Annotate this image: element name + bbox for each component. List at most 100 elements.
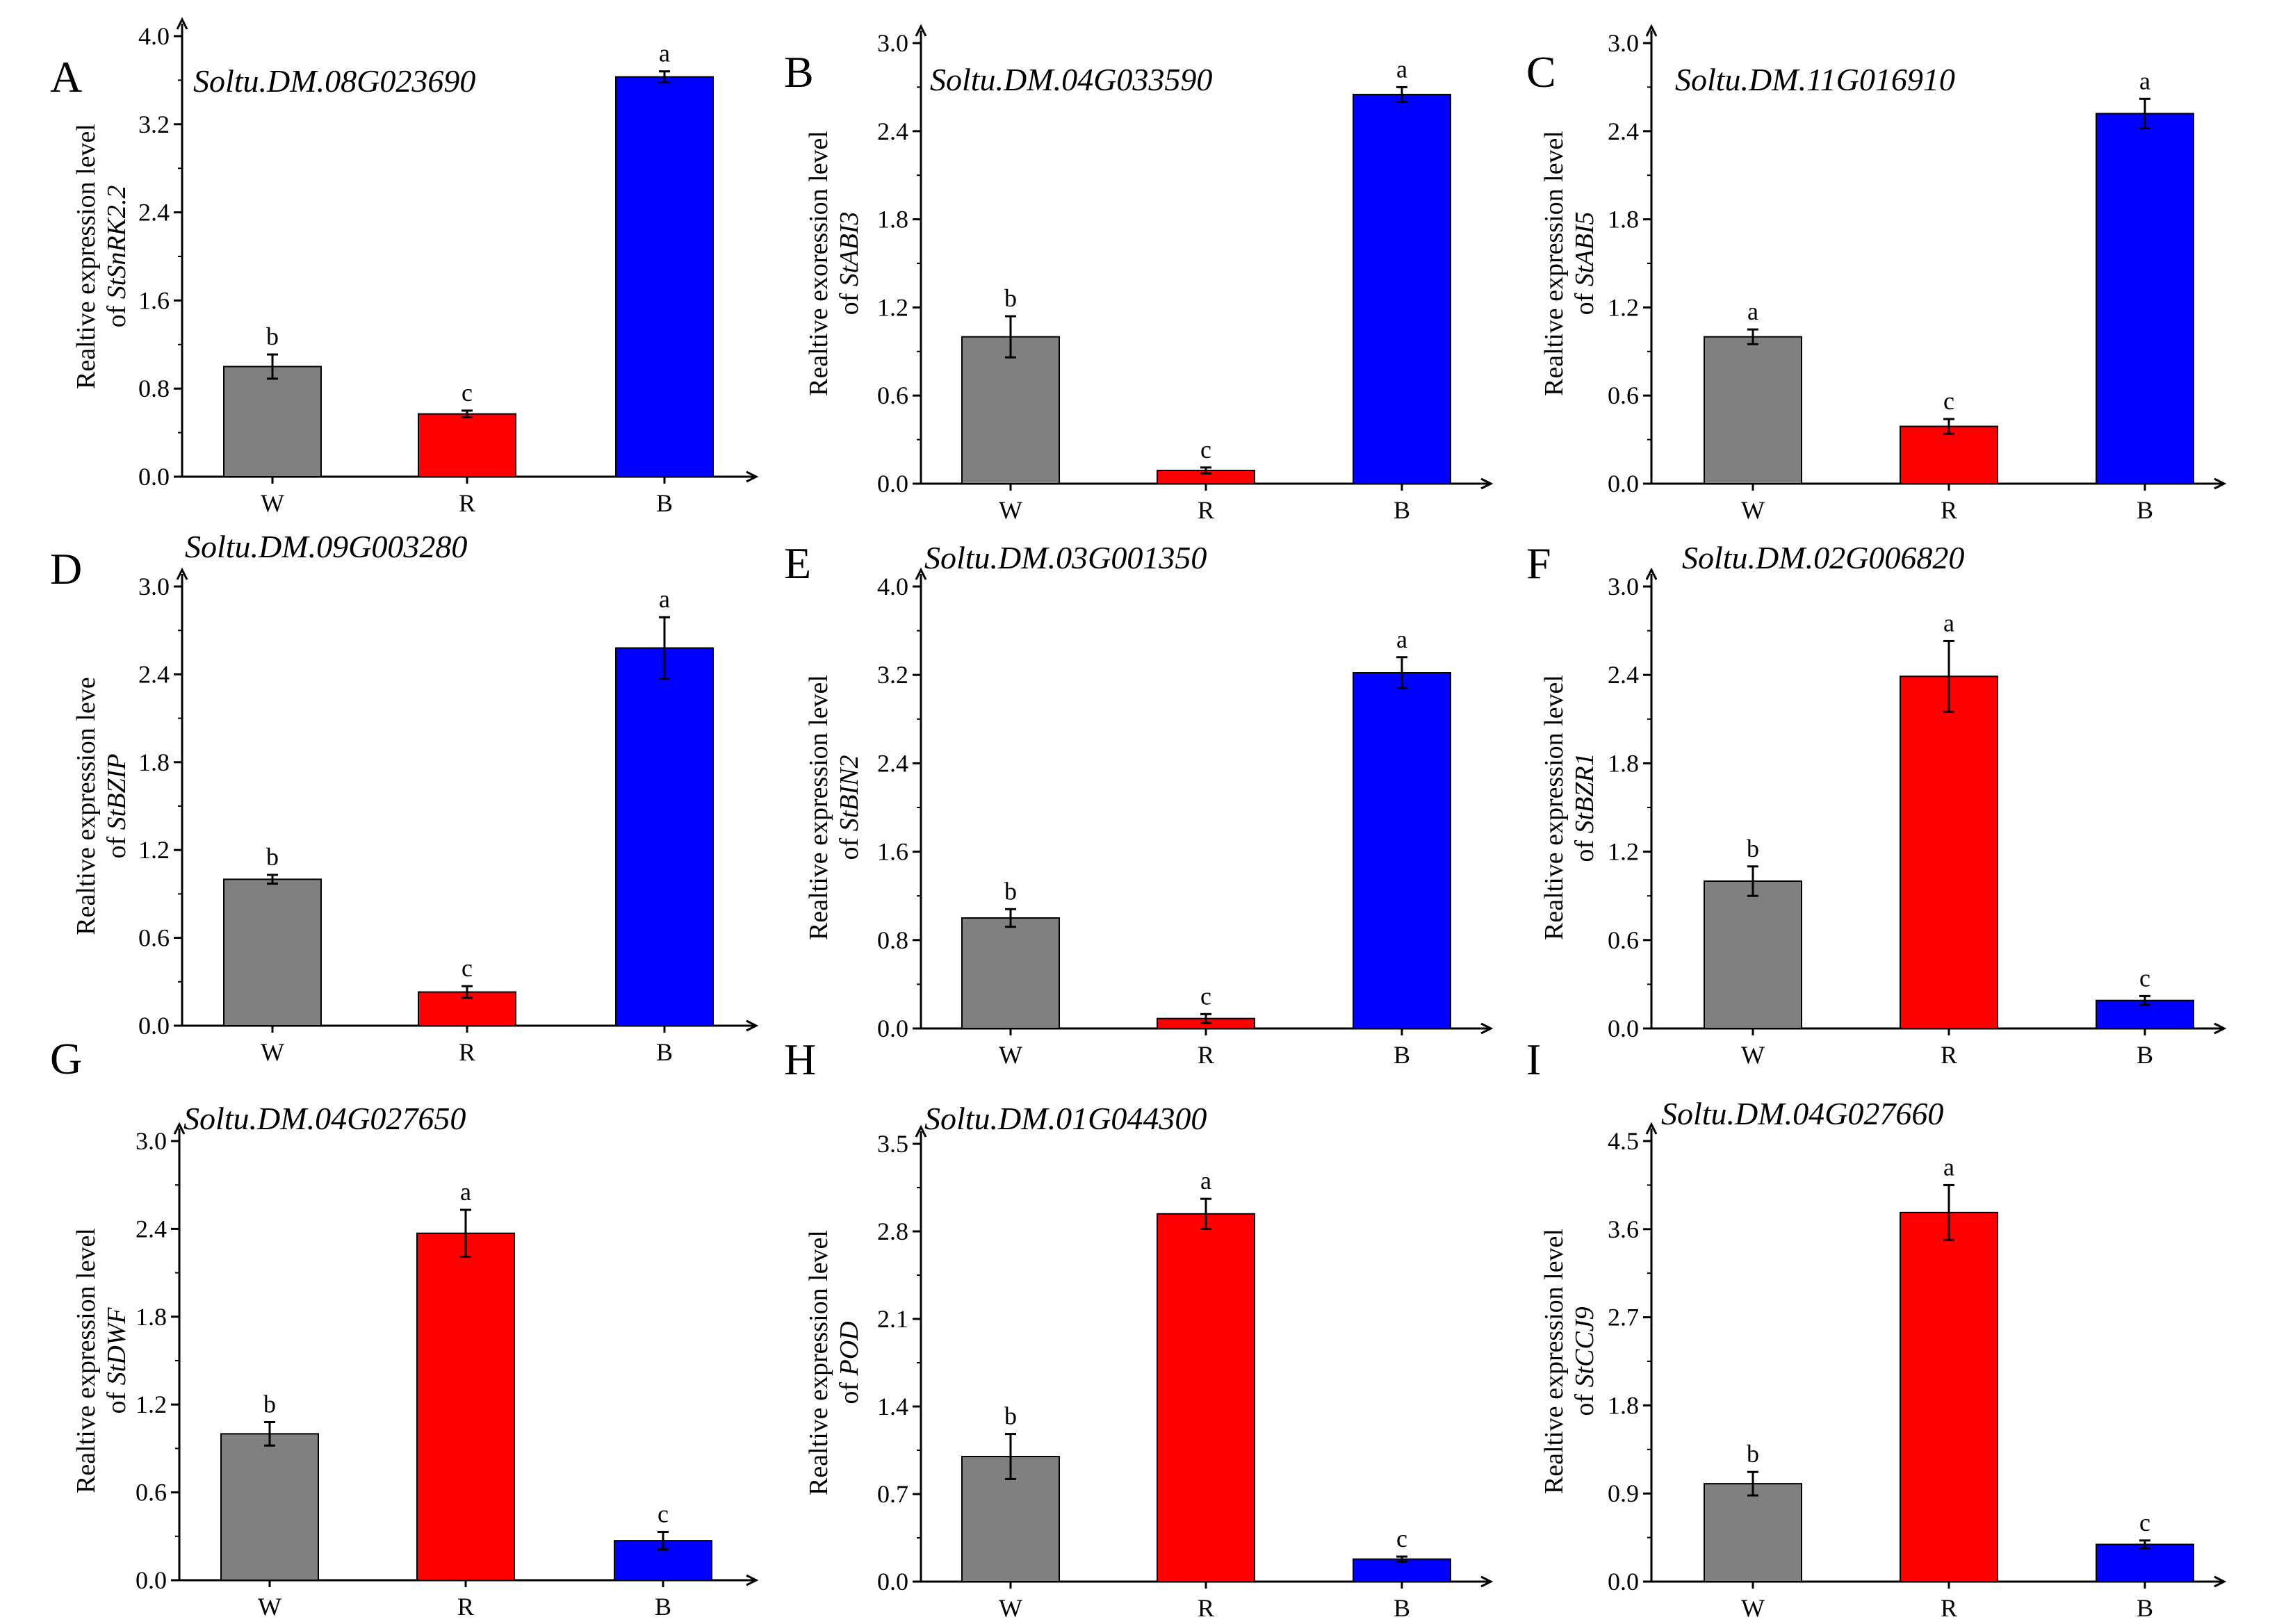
significance-label: c [462, 954, 473, 982]
y-tick-label: 3.0 [136, 1127, 167, 1155]
panel-letter: E [784, 539, 811, 588]
significance-label: c [2139, 1509, 2150, 1536]
significance-label: c [1943, 387, 1954, 415]
bar-b [1353, 93, 1451, 484]
significance-label: c [658, 1500, 669, 1527]
x-tick-label: R [459, 1038, 475, 1066]
y-axis-label: Realtive expression levelof StCCJ9 [1540, 1229, 1599, 1494]
y-tick-label: 3.2 [877, 661, 908, 689]
x-tick-label: W [261, 1038, 284, 1066]
y-tick-label: 1.8 [877, 206, 908, 233]
y-axis-label: Realtive exoression levelof StABI3 [804, 131, 864, 396]
y-tick-label: 4.0 [877, 573, 908, 600]
y-axis-label: Realtive expression leveof StBZIP [72, 677, 131, 935]
significance-label: a [1200, 1167, 1211, 1195]
y-tick-label: 1.2 [136, 1391, 167, 1418]
bar-w [223, 878, 322, 1027]
x-tick-label: B [656, 1038, 673, 1066]
y-tick-label: 0.0 [877, 1568, 908, 1596]
significance-label: b [1004, 877, 1017, 905]
significance-label: a [1943, 1153, 1954, 1181]
x-tick-label: W [261, 489, 284, 517]
y-tick-label: 3.0 [877, 29, 908, 57]
y-tick-label: 0.0 [1608, 470, 1639, 498]
y-axis-arrow [173, 1122, 186, 1135]
y-tick-label: 1.6 [138, 286, 170, 314]
significance-label: b [266, 322, 279, 350]
y-axis-label: Realtive expression levelof StABI5 [1540, 131, 1599, 396]
x-tick-label: R [457, 1593, 474, 1621]
significance-label: b [1004, 1402, 1017, 1430]
x-axis-arrow [746, 470, 759, 483]
x-tick-label: R [1198, 1594, 1214, 1622]
x-axis-arrow [2214, 477, 2227, 490]
significance-label: a [1396, 55, 1407, 83]
significance-label: c [2139, 964, 2150, 992]
y-tick-label: 3.0 [1608, 29, 1639, 57]
panel-e: E Soltu.DM.03G001350 0.0 0.8 1.6 2.4 3.2 4.0 Rea… [784, 539, 1494, 1069]
y-axis-arrow [915, 567, 927, 580]
significance-label: a [2139, 67, 2150, 95]
x-tick-label: B [1394, 1041, 1410, 1069]
y-tick-label: 3.5 [877, 1130, 908, 1158]
y-tick-label: 2.4 [877, 749, 908, 777]
panel-letter: C [1526, 47, 1556, 97]
panel-c: C Soltu.DM.11G016910 0.0 0.6 1.2 1.8 2.4 3.0 Rea… [1526, 24, 2227, 524]
y-tick-label: 2.4 [136, 1215, 167, 1242]
y-axis-label: Realtive expression levelof POD [804, 1230, 864, 1495]
y-tick-label: 2.4 [138, 660, 170, 688]
chart-title: Soltu.DM.03G001350 [924, 540, 1207, 575]
panel-g: G Soltu.DM.04G027650 0.0 0.6 1.2 1.8 2.4 3.0 Rea… [50, 1034, 759, 1621]
bar-r [1900, 425, 1998, 485]
bar-b [1353, 1558, 1451, 1583]
significance-label: a [1943, 609, 1954, 637]
x-tick-label: R [1941, 496, 1957, 524]
y-tick-label: 0.0 [877, 1015, 908, 1042]
bar-w [961, 917, 1060, 1029]
x-axis-arrow [1480, 1022, 1494, 1035]
significance-label: b [1747, 835, 1759, 862]
y-tick-label: 1.8 [136, 1303, 167, 1331]
panel-letter: B [784, 47, 814, 97]
panel-b: B Soltu.DM.04G033590 0.0 0.6 1.2 1.8 2.4 3.0 Rea… [784, 24, 1494, 524]
x-tick-label: B [2137, 496, 2153, 524]
x-axis-arrow [1480, 477, 1494, 490]
y-tick-label: 0.0 [877, 470, 908, 498]
panel-letter: F [1526, 539, 1551, 588]
y-tick-label: 1.2 [877, 293, 908, 321]
y-tick-label: 0.9 [1608, 1479, 1639, 1507]
significance-label: b [266, 843, 279, 871]
x-tick-label: B [2137, 1041, 2153, 1069]
x-axis-arrow [2214, 1575, 2227, 1588]
bar-w [1704, 1483, 1802, 1582]
chart-title: Soltu.DM.01G044300 [924, 1101, 1207, 1136]
y-axis-arrow [1645, 567, 1658, 580]
panel-a: A Soltu.DM.08G023690 0.0 0.8 1.6 2.4 3.2 4.0 Rea… [50, 17, 759, 517]
bar-b [2096, 1543, 2194, 1582]
y-tick-label: 3.2 [138, 110, 170, 138]
significance-label: c [1200, 982, 1211, 1010]
y-tick-label: 3.0 [138, 573, 170, 600]
y-tick-label: 0.6 [1608, 382, 1639, 409]
bar-b [2096, 113, 2194, 484]
y-tick-label: 3.0 [1608, 573, 1639, 600]
y-tick-label: 0.6 [136, 1479, 167, 1507]
panel-i: I Soltu.DM.04G027660 0.0 0.9 1.8 2.7 3.6 4.5 Rea… [1526, 1035, 2227, 1622]
y-tick-label: 2.4 [138, 199, 170, 227]
y-axis-arrow [915, 24, 927, 37]
y-tick-label: 1.2 [1608, 838, 1639, 866]
significance-label: c [1200, 436, 1211, 464]
chart-title: Soltu.DM.11G016910 [1675, 62, 1955, 97]
bar-b [615, 647, 714, 1026]
x-tick-label: W [999, 1041, 1022, 1069]
panel-letter: I [1526, 1035, 1541, 1084]
x-tick-label: W [999, 1594, 1022, 1622]
x-tick-label: B [656, 489, 673, 517]
y-axis-label: Realtive expression levelof StSnRK2.2 [72, 124, 131, 389]
significance-label: a [659, 585, 670, 613]
bar-w [1704, 336, 1802, 484]
panel-h: H Soltu.DM.01G044300 0.0 0.7 1.4 2.1 2.8 3.5 Rea… [784, 1035, 1494, 1622]
panel-letter: G [50, 1034, 82, 1083]
y-tick-label: 2.1 [877, 1305, 908, 1333]
